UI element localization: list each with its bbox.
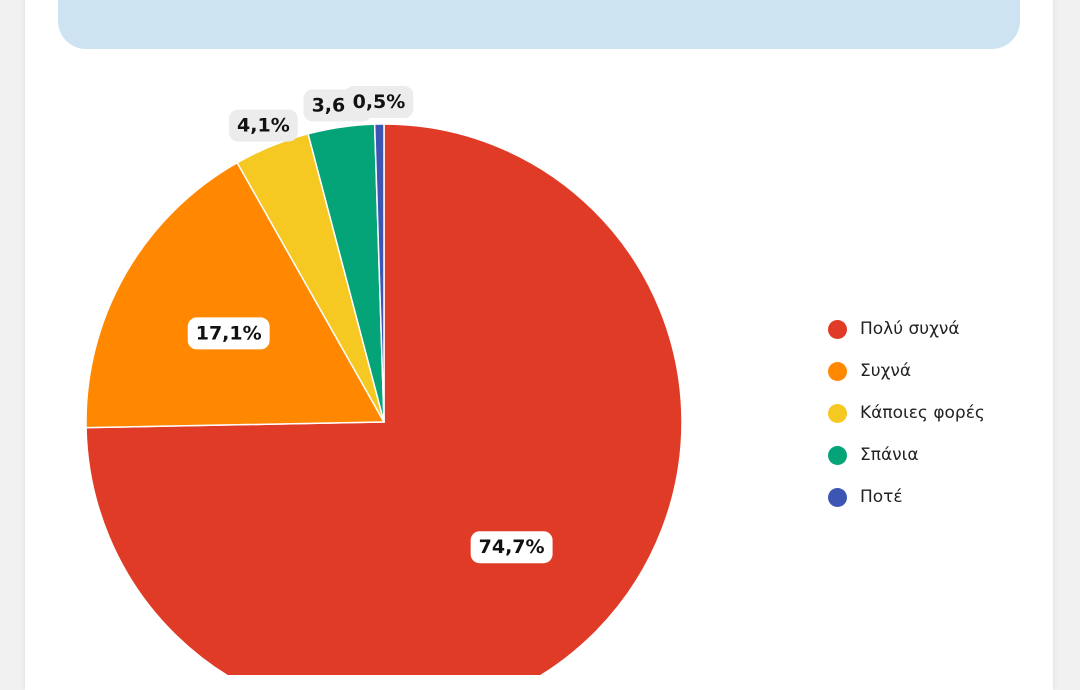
- data-label-text-often: 17,1%: [196, 322, 262, 344]
- chart-legend: Πολύ συχνά Συχνά Κάποιες φορές Σπάνια Ποτέ: [828, 308, 985, 518]
- legend-swatch-very-often: [828, 319, 847, 339]
- legend-label-rarely: Σπάνια: [860, 445, 919, 465]
- pie-chart: 74,7%17,1%4,1%3,6%0,5%: [85, 86, 683, 675]
- legend-swatch-sometimes: [828, 403, 847, 423]
- legend-swatch-never: [828, 487, 847, 507]
- legend-item-sometimes[interactable]: Κάποιες φορές: [828, 392, 985, 434]
- data-label-text-sometimes: 4,1%: [237, 115, 290, 137]
- data-label-bg-often: [187, 317, 270, 350]
- data-label-often: 17,1%: [187, 317, 270, 350]
- legend-swatch-often: [828, 361, 847, 381]
- legend-item-often[interactable]: Συχνά: [828, 350, 985, 392]
- data-label-never: 0,5%: [344, 86, 414, 119]
- data-label-sometimes: 4,1%: [229, 109, 298, 142]
- data-label-text-never: 0,5%: [353, 91, 406, 113]
- header-banner: [58, 0, 1020, 49]
- pie-slice-never: [373, 123, 385, 423]
- data-label-very-often: 74,7%: [470, 531, 553, 564]
- data-label-bg-very-often: [470, 531, 553, 564]
- legend-label-sometimes: Κάποιες φορές: [860, 403, 985, 423]
- legend-item-rarely[interactable]: Σπάνια: [828, 434, 985, 476]
- legend-item-never[interactable]: Ποτέ: [828, 476, 985, 518]
- data-label-bg-sometimes: [229, 109, 298, 142]
- pie-slice-often: [85, 161, 386, 429]
- legend-item-very-often[interactable]: Πολύ συχνά: [828, 308, 985, 350]
- legend-label-often: Συχνά: [860, 361, 912, 381]
- data-label-bg-never: [344, 86, 414, 119]
- legend-label-very-often: Πολύ συχνά: [860, 319, 960, 339]
- data-label-text-very-often: 74,7%: [479, 536, 545, 558]
- legend-label-never: Ποτέ: [860, 487, 903, 507]
- legend-swatch-rarely: [828, 445, 847, 465]
